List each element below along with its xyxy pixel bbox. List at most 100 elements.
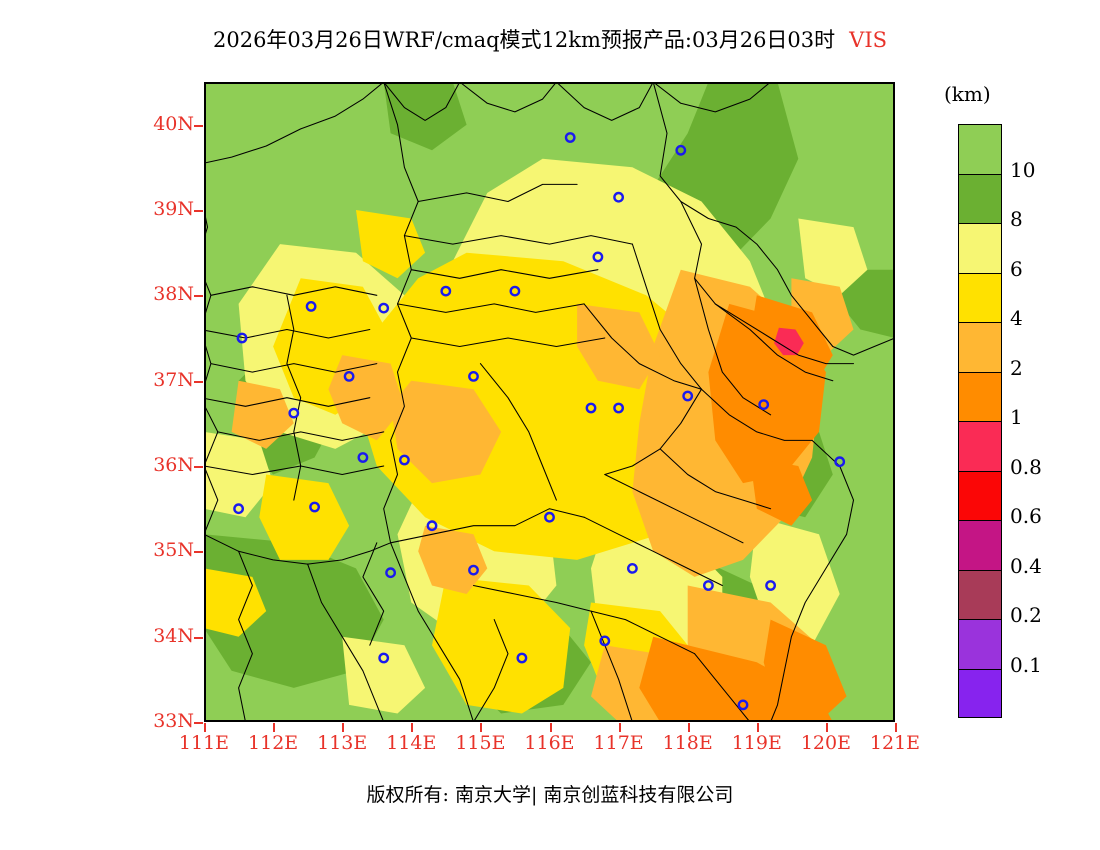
colorbar-band[interactable] <box>958 470 1002 520</box>
province-boundary <box>694 277 772 416</box>
province-boundary <box>680 200 855 365</box>
province-boundary <box>472 619 509 722</box>
station-marker[interactable] <box>309 501 321 513</box>
province-boundary <box>583 516 723 587</box>
y-axis-label: 36N <box>153 454 194 476</box>
x-axis-tick <box>756 723 759 732</box>
y-axis-tick <box>194 466 203 468</box>
station-marker[interactable] <box>343 370 355 382</box>
contour-4-6 <box>432 576 571 714</box>
station-marker[interactable] <box>737 699 749 711</box>
province-boundary <box>459 82 557 113</box>
station-marker[interactable] <box>378 652 390 664</box>
y-axis-tick <box>194 295 203 298</box>
station-marker[interactable] <box>599 635 611 647</box>
province-boundary <box>604 473 744 544</box>
station-marker[interactable] <box>564 132 576 143</box>
colorbar-tick-label: 6 <box>1010 256 1023 281</box>
province-boundary <box>652 82 895 356</box>
province-boundary <box>590 610 633 722</box>
x-axis-label: 114E <box>386 732 437 754</box>
station-marker[interactable] <box>426 520 438 532</box>
station-marker[interactable] <box>544 511 555 523</box>
footer-copyright: 版权所有: 南京大学| 南京创蓝科技有限公司 <box>366 784 734 806</box>
station-marker[interactable] <box>516 652 528 664</box>
station-marker[interactable] <box>702 580 714 591</box>
province-boundary <box>417 183 578 203</box>
station-marker[interactable] <box>682 390 694 402</box>
colorbar-band[interactable] <box>958 272 1002 322</box>
province-boundary <box>396 303 585 313</box>
province-boundary <box>238 550 253 722</box>
province-boundary <box>204 328 371 339</box>
colorbar-band[interactable] <box>958 173 1002 223</box>
y-axis-label: 33N <box>153 710 194 732</box>
station-marker[interactable] <box>233 503 244 515</box>
station-marker[interactable] <box>305 300 317 312</box>
province-boundary <box>307 563 385 722</box>
station-marker[interactable] <box>613 402 624 414</box>
colorbar-band[interactable] <box>958 223 1002 273</box>
province-boundary <box>210 286 378 296</box>
colorbar-band[interactable] <box>958 322 1002 372</box>
station-marker[interactable] <box>613 191 624 203</box>
station-marker[interactable] <box>440 285 452 297</box>
station-marker[interactable] <box>834 456 846 468</box>
variable-label: VIS <box>849 28 888 52</box>
contour-6-8 <box>204 431 274 518</box>
x-axis-label: 115E <box>455 732 506 754</box>
station-marker[interactable] <box>357 452 369 463</box>
station-marker[interactable] <box>675 144 687 156</box>
colorbar-tick-label: 0.1 <box>1010 652 1042 677</box>
colorbar-band[interactable] <box>958 520 1002 570</box>
station-marker[interactable] <box>288 407 300 419</box>
x-axis-tick <box>549 723 552 732</box>
title-text: 2026年03月26日WRF/cmaq模式12km预报产品:03月26日03时 <box>212 28 836 52</box>
x-axis-tick <box>204 723 206 732</box>
station-marker[interactable] <box>765 580 776 591</box>
province-boundary <box>210 363 378 373</box>
x-axis-label: 117E <box>593 732 644 754</box>
x-axis-tick <box>411 723 414 732</box>
colorbar-unit: (km) <box>944 82 991 106</box>
colorbar-tick-label: 10 <box>1010 157 1036 182</box>
colorbar-band[interactable] <box>958 619 1002 669</box>
contour-4-6 <box>259 474 350 560</box>
map-plot-area[interactable] <box>204 82 895 722</box>
station-marker[interactable] <box>385 567 397 579</box>
colorbar[interactable] <box>958 124 1002 718</box>
y-axis-tick <box>194 636 203 639</box>
colorbar-band[interactable] <box>958 569 1002 619</box>
station-marker[interactable] <box>626 562 638 574</box>
province-boundary <box>700 388 813 441</box>
station-marker[interactable] <box>509 285 521 297</box>
contour-8-10 <box>204 534 384 688</box>
station-marker[interactable] <box>378 302 390 314</box>
colorbar-band[interactable] <box>958 421 1002 471</box>
colorbar-tick-label: 0.8 <box>1010 454 1042 479</box>
province-boundary <box>714 303 834 382</box>
station-marker[interactable] <box>585 402 597 414</box>
colorbar-band[interactable] <box>958 371 1002 421</box>
station-marker[interactable] <box>468 564 479 576</box>
station-marker[interactable] <box>758 399 770 410</box>
page-title: 2026年03月26日WRF/cmaq模式12km预报产品:03月26日03时 V… <box>0 24 1100 54</box>
x-axis-label: 113E <box>317 732 368 754</box>
province-boundary <box>383 82 419 544</box>
province-boundary <box>403 235 633 245</box>
station-marker[interactable] <box>398 454 410 466</box>
colorbar-band[interactable] <box>958 668 1002 718</box>
station-marker[interactable] <box>236 332 248 344</box>
colorbar-tick-label: 2 <box>1010 355 1023 380</box>
x-axis-tick <box>480 723 483 732</box>
province-boundary <box>583 303 703 390</box>
province-boundary <box>631 243 703 390</box>
province-boundary <box>390 542 475 722</box>
colorbar-band[interactable] <box>958 124 1002 174</box>
station-marker[interactable] <box>468 370 479 382</box>
y-axis-label: 38N <box>153 283 194 306</box>
y-axis-tick <box>194 722 203 724</box>
station-marker[interactable] <box>592 251 604 263</box>
visibility-contour-map[interactable] <box>204 82 895 722</box>
